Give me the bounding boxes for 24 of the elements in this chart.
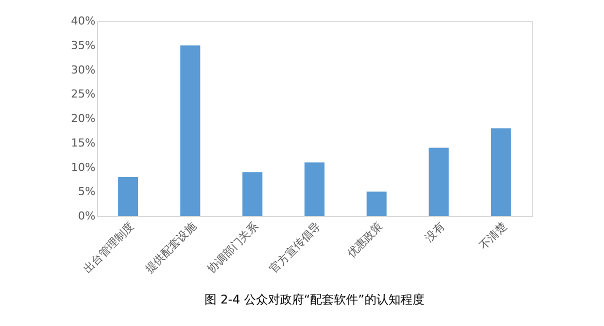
y-tick-label: 0%	[78, 210, 96, 222]
x-tick-label: 优惠政策	[344, 220, 386, 260]
bar	[428, 148, 449, 216]
bar	[304, 162, 324, 216]
bar	[180, 45, 200, 216]
y-tick-label: 10%	[71, 160, 96, 174]
x-tick-label: 没有	[422, 220, 448, 245]
y-tick-label: 5%	[78, 185, 96, 198]
bar	[490, 128, 511, 216]
x-tick-label: 官方宣传倡导	[267, 220, 323, 276]
y-tick-label: 20%	[71, 112, 96, 125]
caption: 图 2-4 公众对政府“配套软件”的认知程度	[204, 292, 424, 306]
y-tick-label: 40%	[71, 14, 96, 28]
x-tick-label: 出台管理制度	[80, 220, 137, 276]
y-tick-label: 15%	[71, 136, 96, 150]
x-tick-label: 不清楚	[476, 220, 510, 252]
y-tick-label: 35%	[71, 38, 96, 52]
x-tick-label: 提供配套设施	[142, 220, 199, 276]
bar	[242, 172, 262, 216]
bar	[366, 192, 387, 216]
bar	[118, 177, 138, 216]
y-tick-label: 25%	[71, 88, 96, 101]
x-tick-label: 协调部门关系	[204, 220, 261, 276]
y-tick-label: 30%	[71, 63, 96, 76]
